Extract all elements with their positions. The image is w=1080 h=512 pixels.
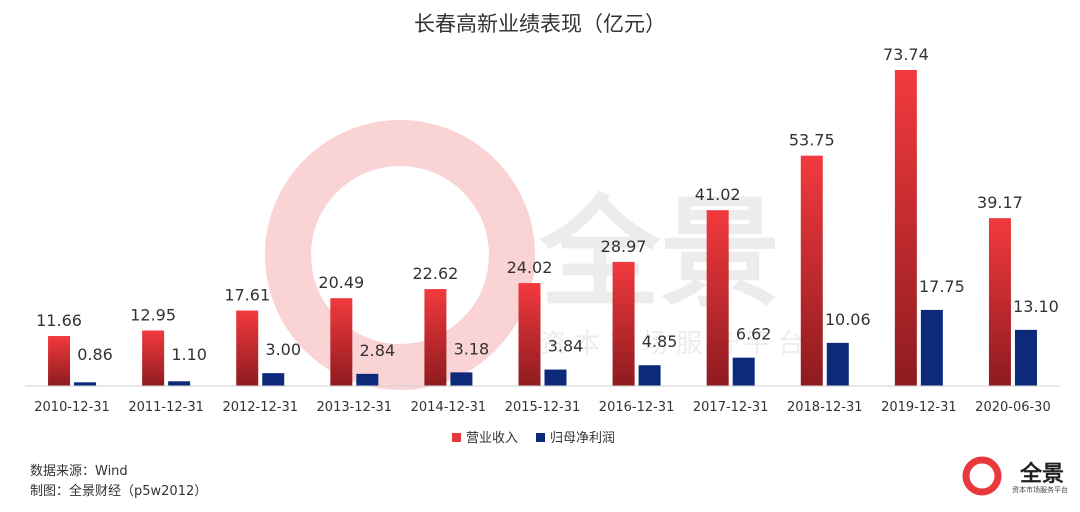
bar-revenue-9 (894, 70, 917, 386)
data-label-net-profit-4: 3.18 (454, 339, 490, 358)
quanjing-logo-icon (962, 456, 1002, 496)
bar-net-profit-6 (638, 365, 661, 386)
data-label-revenue-4: 22.62 (413, 264, 459, 283)
bar-net-profit-4 (450, 372, 473, 386)
data-label-net-profit-9: 17.75 (919, 277, 965, 296)
bar-revenue-0 (48, 336, 71, 386)
x-tick-label-9: 2019-12-31 (881, 400, 957, 415)
bar-net-profit-2 (262, 373, 285, 386)
bar-net-profit-8 (826, 342, 849, 386)
bar-revenue-3 (330, 298, 353, 386)
data-label-net-profit-7: 6.62 (736, 325, 772, 344)
data-label-net-profit-6: 4.85 (642, 332, 678, 351)
bar-net-profit-1 (168, 381, 191, 386)
data-label-net-profit-0: 0.86 (77, 345, 113, 364)
watermark-tagline: 资本市场服务平台 (540, 329, 812, 359)
x-tick-label-3: 2013-12-31 (317, 400, 393, 415)
data-label-revenue-5: 24.02 (507, 258, 553, 277)
x-tick-label-5: 2015-12-31 (505, 400, 581, 415)
data-label-net-profit-5: 3.84 (548, 337, 584, 356)
bar-revenue-7 (706, 210, 729, 386)
chart-title: 长春高新业绩表现（亿元） (414, 12, 666, 36)
watermark: 全景 资本市场服务平台 (265, 120, 812, 390)
logo-text: 全景 (1020, 462, 1065, 487)
bar-net-profit-7 (732, 357, 755, 386)
x-tick-label-6: 2016-12-31 (599, 400, 675, 415)
bar-revenue-8 (800, 155, 823, 386)
bar-revenue-2 (236, 310, 259, 386)
x-tick-label-8: 2018-12-31 (787, 400, 863, 415)
x-tick-label-0: 2010-12-31 (34, 400, 110, 415)
data-label-revenue-10: 39.17 (977, 193, 1023, 212)
data-label-revenue-0: 11.66 (36, 311, 82, 330)
x-tick-label-7: 2017-12-31 (693, 400, 769, 415)
x-tick-label-10: 2020-06-30 (975, 400, 1051, 415)
logo-subtitle: 资本市场服务平台 (1012, 486, 1068, 494)
bar-revenue-1 (142, 330, 165, 386)
data-label-revenue-8: 53.75 (789, 131, 835, 150)
bar-net-profit-10 (1014, 329, 1037, 386)
bar-revenue-6 (612, 261, 635, 386)
chart-maker: 制图：全景财经（p5w2012） (30, 484, 208, 499)
watermark-swirl-icon (265, 120, 535, 390)
data-label-revenue-6: 28.97 (601, 237, 647, 256)
legend: 营业收入 归母净利润 (452, 431, 615, 446)
data-label-net-profit-3: 2.84 (360, 341, 396, 360)
data-label-net-profit-2: 3.00 (265, 340, 301, 359)
bar-revenue-10 (988, 218, 1011, 386)
data-label-net-profit-10: 13.10 (1013, 297, 1059, 316)
bar-net-profit-3 (356, 373, 379, 386)
bar-revenue-4 (424, 289, 447, 386)
watermark-brand: 全景 (539, 185, 780, 324)
data-label-net-profit-1: 1.10 (171, 345, 207, 364)
bar-net-profit-9 (920, 309, 943, 386)
legend-swatch-net-profit (536, 433, 545, 442)
x-tick-label-4: 2014-12-31 (411, 400, 487, 415)
x-tick-label-2: 2012-12-31 (222, 400, 298, 415)
legend-swatch-revenue (452, 433, 461, 442)
data-label-revenue-7: 41.02 (695, 185, 741, 204)
legend-label-revenue: 营业收入 (466, 431, 518, 446)
data-source: 数据来源：Wind (30, 464, 128, 479)
bar-revenue-5 (518, 283, 541, 386)
x-tick-label-1: 2011-12-31 (128, 400, 204, 415)
data-label-revenue-3: 20.49 (318, 273, 364, 292)
data-label-revenue-1: 12.95 (130, 306, 176, 325)
data-label-revenue-2: 17.61 (224, 286, 270, 305)
bar-net-profit-5 (544, 369, 567, 386)
bar-net-profit-0 (74, 382, 97, 386)
data-label-net-profit-8: 10.06 (825, 310, 871, 329)
legend-label-net-profit: 归母净利润 (550, 431, 615, 446)
data-label-revenue-9: 73.74 (883, 45, 929, 64)
